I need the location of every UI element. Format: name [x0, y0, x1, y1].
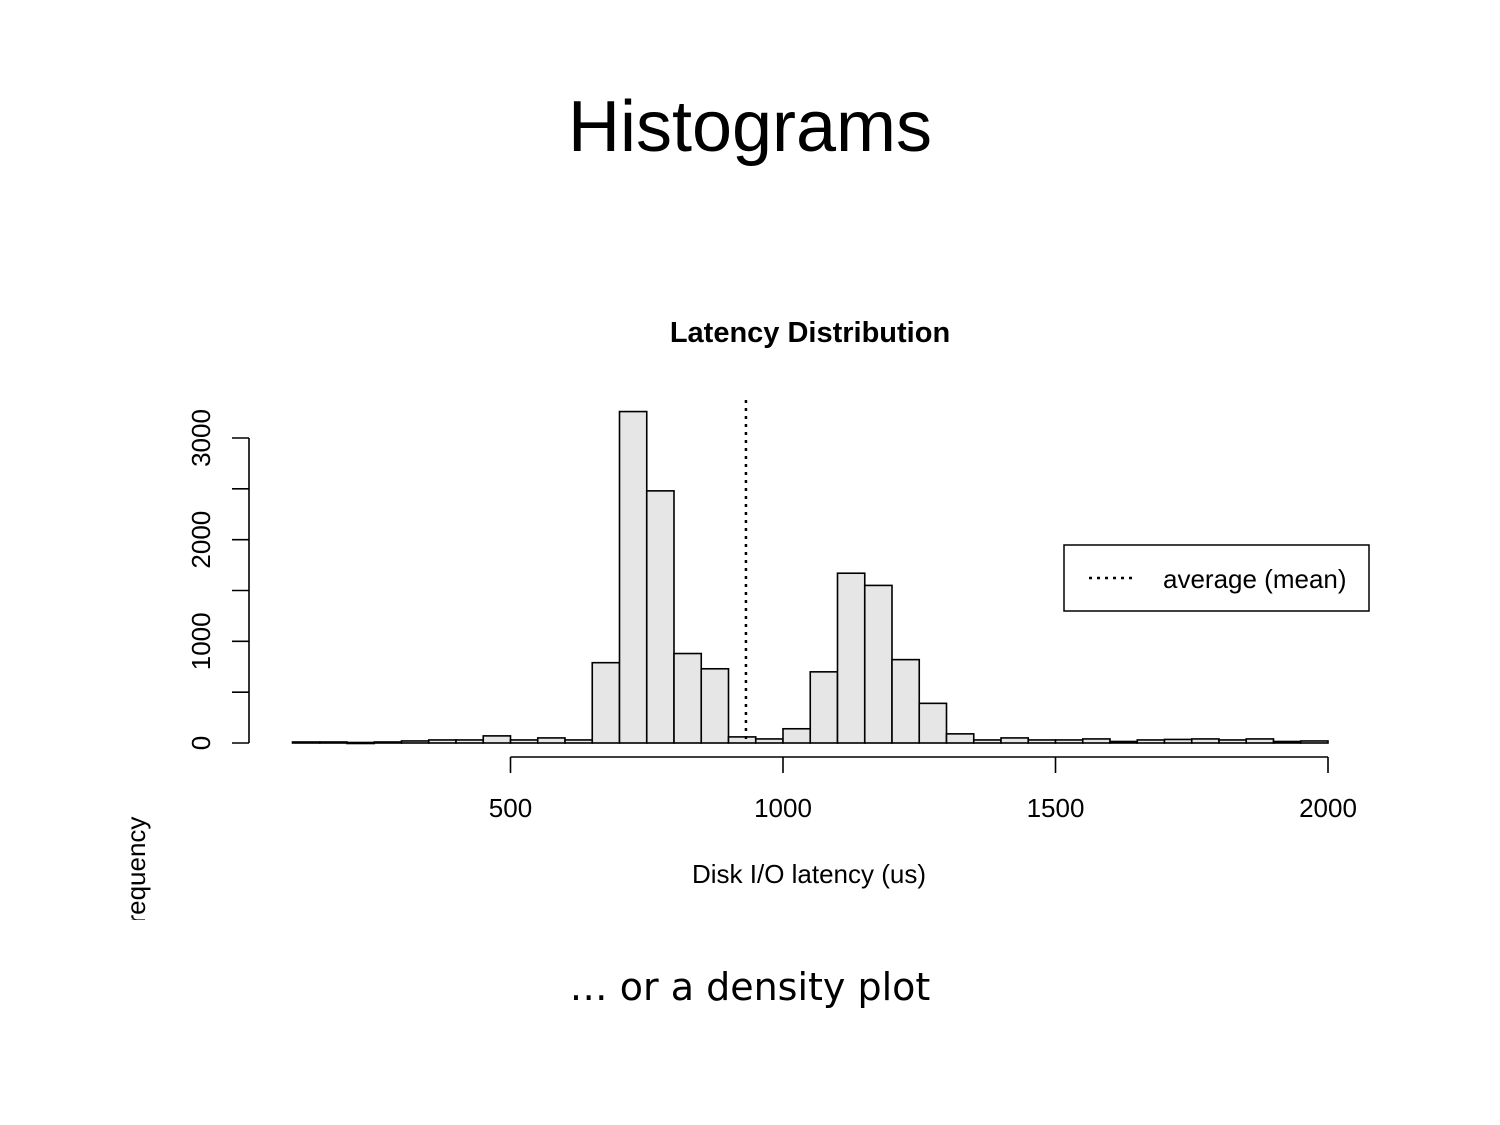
x-tick-label: 2000: [1299, 793, 1357, 823]
histogram-bar: [455, 739, 485, 744]
histogram-bar: [1054, 739, 1084, 744]
histogram-bars: [291, 410, 1329, 745]
histogram-bar: [918, 702, 948, 744]
histogram-bar: [1190, 738, 1220, 744]
x-tick-label: 1500: [1027, 793, 1085, 823]
histogram-bar: [972, 739, 1002, 744]
histogram-bar: [591, 661, 621, 744]
histogram-bar: [291, 741, 321, 744]
histogram-chart: Latency Distribution 0 1000 2000 3000 500 10…: [121, 317, 1370, 920]
y-tick-label: 3000: [186, 409, 216, 467]
histogram-bar: [536, 737, 566, 744]
histogram-bar: [891, 658, 921, 744]
histogram-bar: [318, 741, 348, 744]
y-tick-label: 1000: [186, 612, 216, 670]
chart-title: Latency Distribution: [670, 317, 950, 349]
histogram-bar: [509, 739, 539, 744]
histogram-bar: [1218, 739, 1248, 744]
histogram-bar: [1081, 738, 1111, 744]
y-tick-label: 0: [186, 736, 216, 750]
x-tick-label: 1000: [754, 793, 812, 823]
histogram-bar: [836, 572, 866, 744]
histogram-bar: [346, 741, 376, 745]
histogram-bar: [1299, 740, 1329, 744]
histogram-bar: [618, 410, 648, 744]
histogram-bar: [673, 652, 703, 744]
x-axis-label: Disk I/O latency (us): [692, 859, 926, 889]
x-tick-label: 500: [489, 793, 532, 823]
histogram-bar: [482, 735, 512, 744]
slide-caption: … or a density plot: [569, 965, 931, 1009]
histogram-bar: [1027, 739, 1057, 744]
y-axis-label: Frequency: [121, 817, 151, 920]
histogram-bar: [645, 490, 675, 744]
slide-title: Histograms: [567, 87, 933, 167]
histogram-bar: [564, 739, 594, 744]
histogram-bar: [945, 733, 975, 744]
histogram-bar: [1163, 738, 1193, 744]
y-tick-label: 2000: [186, 511, 216, 569]
legend: average (mean): [1063, 544, 1370, 612]
histogram-bar: [700, 667, 730, 744]
x-axis: 500 1000 1500 2000: [489, 756, 1357, 823]
legend-mean-label: average (mean): [1163, 564, 1347, 594]
histogram-bar: [1245, 738, 1275, 744]
histogram-bar: [754, 738, 784, 744]
y-axis: 0 1000 2000 3000: [186, 409, 250, 750]
histogram-bar: [809, 671, 839, 744]
histogram-bar: [1272, 740, 1302, 744]
histogram-bar: [1109, 740, 1139, 744]
histogram-bar: [1136, 739, 1166, 744]
histogram-bar: [727, 736, 757, 744]
histogram-bar: [863, 584, 893, 744]
histogram-bar: [1000, 737, 1030, 744]
histogram-bar: [373, 741, 403, 744]
histogram-bar: [400, 740, 430, 744]
histogram-bar: [782, 727, 812, 744]
histogram-bar: [427, 739, 457, 744]
